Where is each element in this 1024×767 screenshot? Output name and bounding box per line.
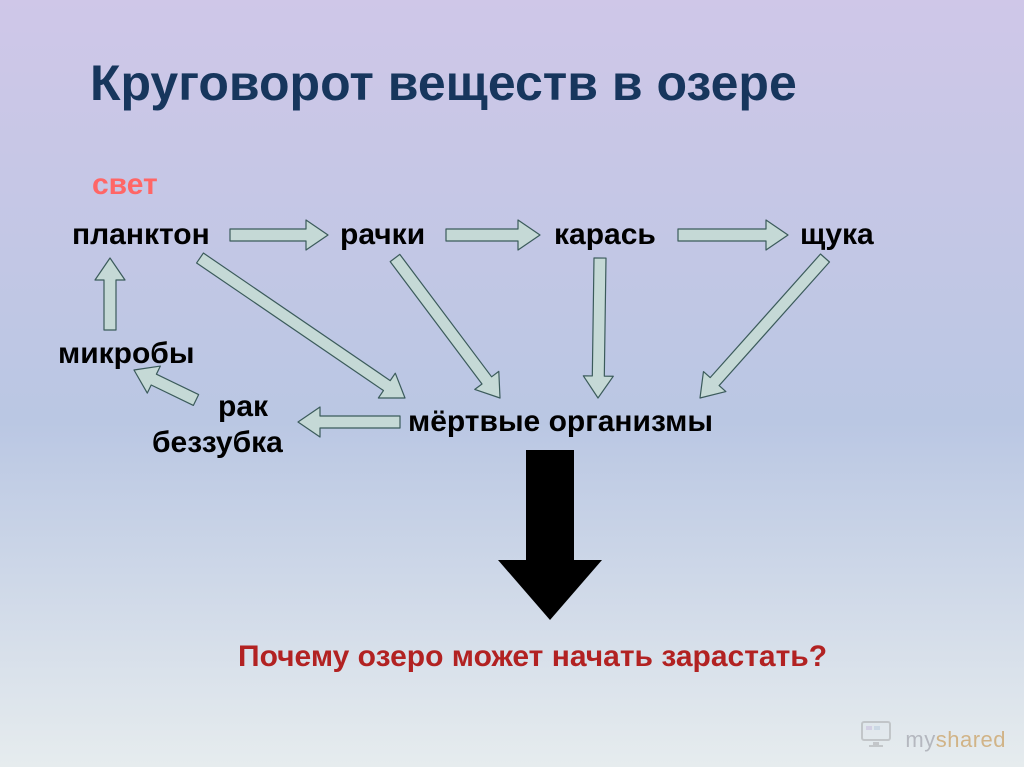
arrow-karas-to-dead: [583, 258, 613, 398]
arrow-shchuka-to-dead: [700, 254, 829, 398]
watermark-shared: shared: [936, 727, 1006, 752]
label-microbes: микробы: [58, 337, 194, 371]
arrow-karas-to-shchuka: [678, 220, 788, 250]
arrow-microbes-to-plankton: [95, 258, 125, 330]
arrow-plankton-to-dead: [197, 253, 405, 398]
arrow-rachki-to-dead: [390, 254, 500, 398]
label-rak-line1: рак: [218, 390, 268, 424]
label-rak-line2: беззубка: [152, 426, 283, 460]
label-plankton: планктон: [72, 218, 210, 252]
label-light: свет: [92, 168, 158, 202]
monitor-icon: [860, 720, 894, 755]
arrow-rak-to-microbes: [134, 366, 199, 405]
label-dead: мёртвые организмы: [408, 405, 713, 439]
arrow-plankton-to-rachki: [230, 220, 328, 250]
question-text: Почему озеро может начать зарастать?: [238, 640, 827, 674]
slide-title: Круговорот веществ в озере: [90, 54, 797, 112]
slide-root: Круговорот веществ в озере свет планктон…: [0, 0, 1024, 767]
label-rachki: рачки: [340, 218, 425, 252]
arrow-dead-to-rak: [298, 407, 400, 437]
label-shchuka: щука: [800, 218, 874, 252]
label-karas: карась: [554, 218, 656, 252]
arrow-rachki-to-karas: [446, 220, 540, 250]
big-down-arrow: [498, 450, 602, 620]
watermark: myshared: [905, 727, 1006, 753]
watermark-my: my: [905, 727, 935, 752]
